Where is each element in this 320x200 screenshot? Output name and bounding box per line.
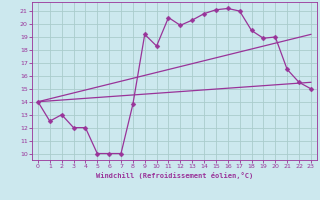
X-axis label: Windchill (Refroidissement éolien,°C): Windchill (Refroidissement éolien,°C) — [96, 172, 253, 179]
